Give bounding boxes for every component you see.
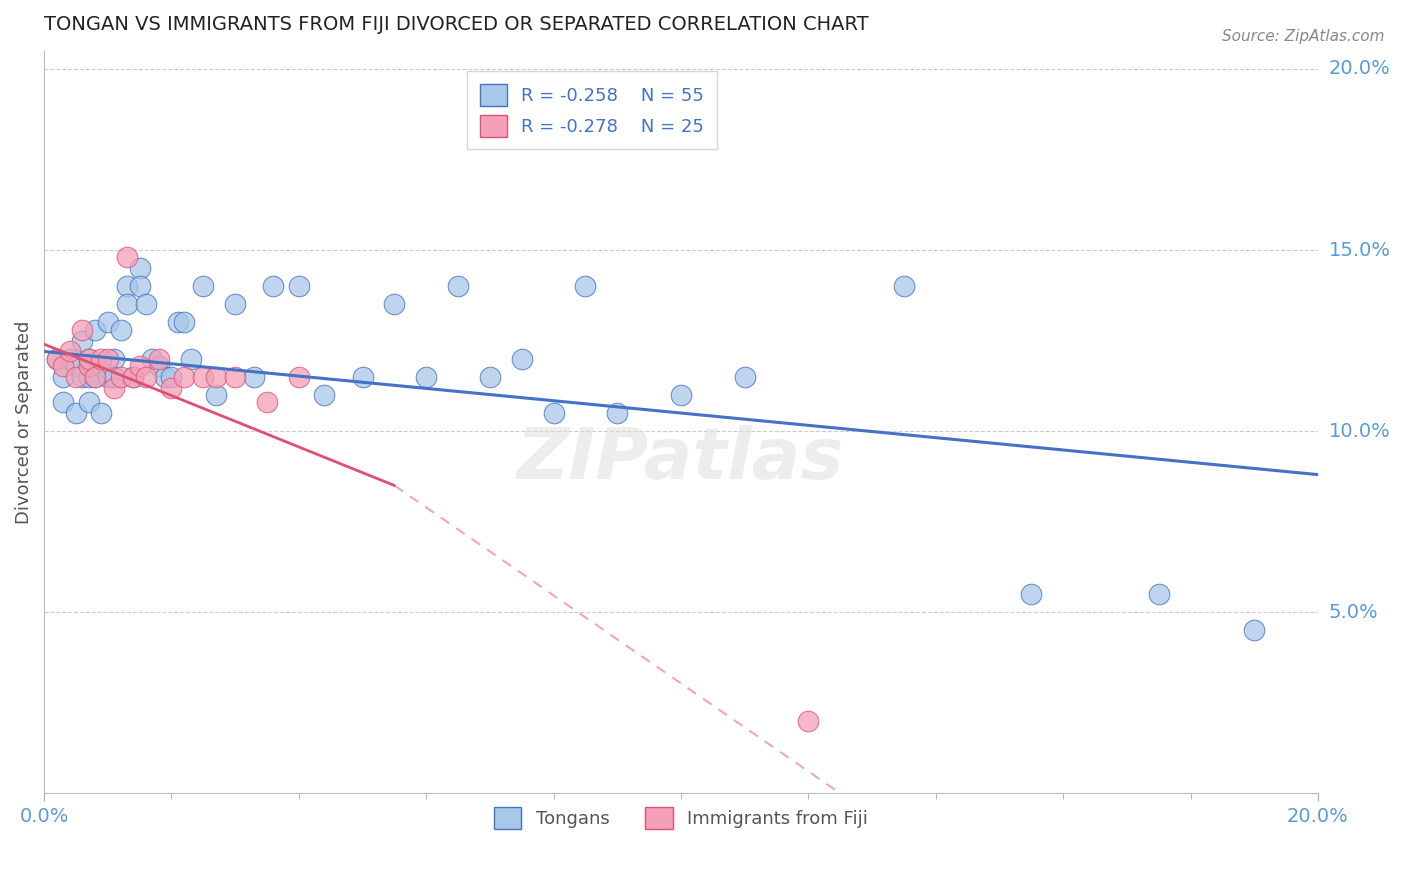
- Point: [45, 351, 67, 366]
- Point: [90, 359, 112, 373]
- Point: [52, 369, 75, 384]
- Point: [384, 297, 406, 311]
- Point: [128, 279, 150, 293]
- Point: [72, 334, 94, 348]
- Point: [352, 369, 374, 384]
- Point: [205, 388, 228, 402]
- Point: [166, 316, 188, 330]
- Point: [153, 369, 176, 384]
- Point: [77, 369, 100, 384]
- Point: [478, 369, 501, 384]
- Point: [415, 369, 437, 384]
- Point: [314, 388, 336, 402]
- Point: [122, 369, 145, 384]
- Point: [893, 279, 915, 293]
- Text: 10.0%: 10.0%: [1329, 422, 1391, 441]
- Point: [110, 323, 132, 337]
- Point: [128, 261, 150, 276]
- Point: [103, 381, 125, 395]
- Point: [205, 369, 228, 384]
- Point: [65, 359, 87, 373]
- Point: [180, 351, 202, 366]
- Point: [734, 369, 756, 384]
- Point: [1147, 587, 1170, 601]
- Point: [84, 369, 107, 384]
- Point: [1019, 587, 1042, 601]
- Point: [115, 250, 138, 264]
- Point: [262, 279, 284, 293]
- Point: [77, 351, 100, 366]
- Text: 15.0%: 15.0%: [1329, 241, 1391, 260]
- Legend: Tongans, Immigrants from Fiji: Tongans, Immigrants from Fiji: [486, 800, 875, 837]
- Point: [173, 316, 195, 330]
- Point: [173, 369, 195, 384]
- Point: [135, 297, 157, 311]
- Point: [90, 406, 112, 420]
- Point: [510, 351, 533, 366]
- Point: [288, 369, 311, 384]
- Point: [160, 369, 183, 384]
- Point: [77, 359, 100, 373]
- Point: [97, 369, 120, 384]
- Point: [65, 406, 87, 420]
- Text: ZIPatlas: ZIPatlas: [517, 425, 845, 493]
- Point: [72, 323, 94, 337]
- Point: [543, 406, 565, 420]
- Point: [128, 359, 150, 373]
- Point: [52, 395, 75, 409]
- Point: [115, 279, 138, 293]
- Text: 5.0%: 5.0%: [1329, 603, 1379, 622]
- Point: [193, 279, 215, 293]
- Text: Source: ZipAtlas.com: Source: ZipAtlas.com: [1222, 29, 1385, 45]
- Point: [447, 279, 470, 293]
- Point: [148, 359, 170, 373]
- Point: [97, 351, 120, 366]
- Point: [797, 714, 820, 728]
- Point: [103, 351, 125, 366]
- Point: [224, 297, 246, 311]
- Point: [141, 351, 163, 366]
- Point: [256, 395, 278, 409]
- Point: [58, 344, 80, 359]
- Point: [77, 395, 100, 409]
- Point: [574, 279, 596, 293]
- Y-axis label: Divorced or Separated: Divorced or Separated: [15, 320, 32, 524]
- Point: [103, 369, 125, 384]
- Point: [1243, 624, 1265, 638]
- Point: [52, 359, 75, 373]
- Point: [58, 351, 80, 366]
- Point: [606, 406, 628, 420]
- Point: [72, 369, 94, 384]
- Point: [84, 323, 107, 337]
- Point: [193, 369, 215, 384]
- Text: TONGAN VS IMMIGRANTS FROM FIJI DIVORCED OR SEPARATED CORRELATION CHART: TONGAN VS IMMIGRANTS FROM FIJI DIVORCED …: [44, 15, 869, 34]
- Point: [110, 369, 132, 384]
- Point: [224, 369, 246, 384]
- Point: [65, 369, 87, 384]
- Point: [160, 381, 183, 395]
- Point: [288, 279, 311, 293]
- Point: [77, 351, 100, 366]
- Point: [115, 297, 138, 311]
- Point: [669, 388, 692, 402]
- Point: [97, 316, 120, 330]
- Point: [243, 369, 266, 384]
- Point: [84, 369, 107, 384]
- Point: [90, 351, 112, 366]
- Text: 20.0%: 20.0%: [1329, 60, 1391, 78]
- Point: [45, 351, 67, 366]
- Point: [148, 351, 170, 366]
- Point: [122, 369, 145, 384]
- Point: [135, 369, 157, 384]
